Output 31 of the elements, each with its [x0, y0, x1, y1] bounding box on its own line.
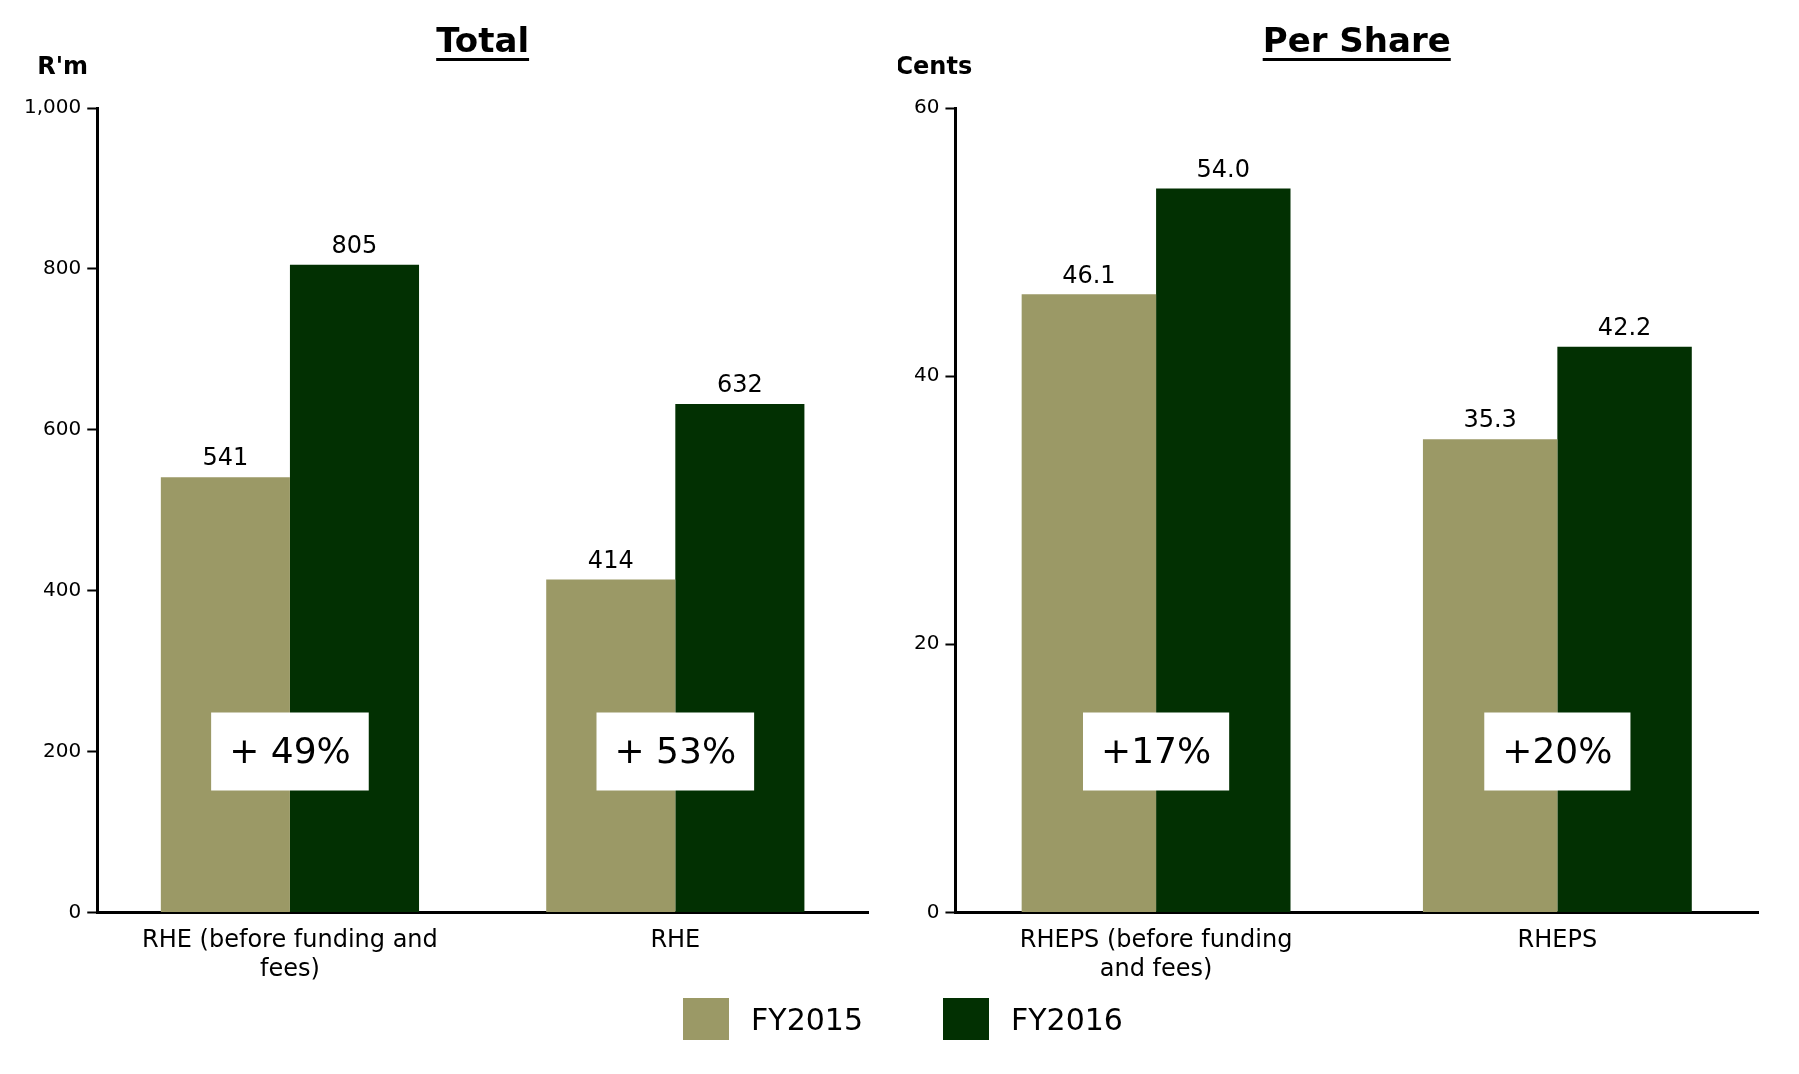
annotation: + 49% — [229, 729, 351, 771]
data-label: 632 — [716, 370, 763, 399]
x-tick-label: RHE — [650, 925, 701, 954]
data-label: 414 — [587, 545, 634, 574]
annotation: + 53% — [614, 729, 737, 771]
y-tick-label: 0 — [68, 898, 82, 923]
legend-label: FY2016 — [1011, 1001, 1123, 1037]
data-label: 805 — [331, 231, 378, 260]
y-axis-title: R'm — [37, 52, 89, 80]
y-tick-label: 1,000 — [23, 94, 82, 119]
x-tick-label: RHE (before funding and fees) — [142, 925, 438, 982]
annotation: +17% — [1100, 729, 1212, 771]
x-tick-label: RHEPS (before funding and fees) — [1019, 925, 1293, 982]
annotation: +20% — [1502, 729, 1613, 771]
y-tick-label: 0 — [926, 898, 940, 923]
y-tick-label: 200 — [43, 737, 82, 762]
legend-label: FY2015 — [751, 1001, 863, 1037]
text: 54.0 — [1196, 154, 1251, 183]
text: 46.1 — [1062, 260, 1116, 289]
y-tick-label: 800 — [43, 255, 82, 280]
chart-title: Per Share — [1262, 20, 1451, 60]
y-tick-label: 400 — [43, 576, 82, 601]
chart-title: Total — [436, 20, 530, 60]
y-tick-label: 20 — [914, 630, 940, 655]
data-label: 541 — [202, 443, 249, 472]
y-tick-label: 40 — [914, 362, 940, 387]
y-tick-label: 60 — [914, 94, 940, 119]
y-tick-label: 600 — [43, 415, 82, 440]
x-tick-label: RHEPS — [1517, 925, 1598, 954]
text: 42.2 — [1597, 312, 1652, 341]
text: 35.3 — [1463, 405, 1517, 434]
